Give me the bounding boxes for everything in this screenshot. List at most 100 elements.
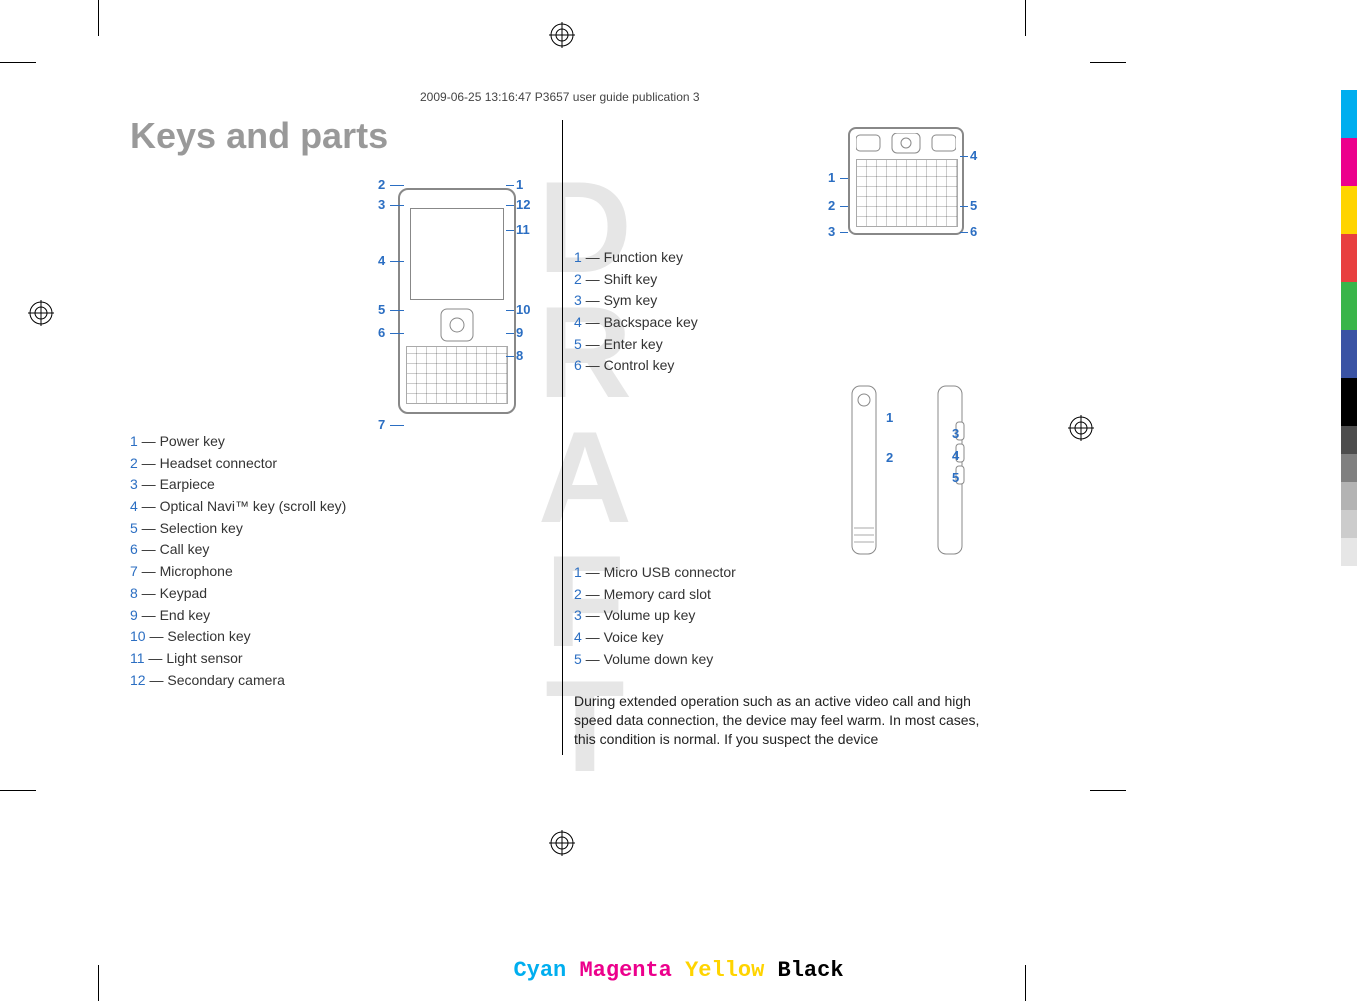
crop-mark bbox=[98, 0, 99, 36]
dash-separator: — bbox=[138, 585, 160, 601]
dash-separator: — bbox=[138, 541, 160, 557]
key-list-item: 2 — Memory card slot bbox=[574, 584, 736, 606]
key-list-item: 3 — Sym key bbox=[574, 290, 698, 312]
dash-separator: — bbox=[582, 249, 604, 265]
color-bar-swatch bbox=[1341, 330, 1357, 378]
key-label: Sym key bbox=[604, 292, 658, 308]
color-bar-swatch bbox=[1341, 186, 1357, 234]
callout-number: 2 bbox=[378, 177, 385, 192]
crop-mark bbox=[1090, 62, 1126, 63]
key-number: 3 bbox=[574, 292, 582, 308]
dash-separator: — bbox=[138, 520, 160, 536]
key-label: Microphone bbox=[160, 563, 233, 579]
callout-number: 2 bbox=[886, 450, 893, 465]
callout-line bbox=[840, 178, 848, 179]
callout-line bbox=[960, 232, 968, 233]
key-list-item: 3 — Volume up key bbox=[574, 605, 736, 627]
key-number: 2 bbox=[574, 586, 582, 602]
callout-line bbox=[390, 333, 404, 334]
cmyk-black-label: Black bbox=[778, 958, 844, 983]
key-label: Enter key bbox=[604, 336, 663, 352]
header-timestamp: 2009-06-25 13:16:47 P3657 user guide pub… bbox=[420, 90, 700, 104]
crop-mark bbox=[1025, 0, 1026, 36]
key-number: 7 bbox=[130, 563, 138, 579]
key-number: 6 bbox=[130, 541, 138, 557]
key-list-item: 1 — Function key bbox=[574, 247, 698, 269]
callout-number: 6 bbox=[970, 224, 977, 239]
dash-separator: — bbox=[582, 651, 604, 667]
callout-line bbox=[506, 205, 514, 206]
dash-separator: — bbox=[138, 433, 160, 449]
key-label: Memory card slot bbox=[604, 586, 711, 602]
callout-number: 4 bbox=[952, 448, 959, 463]
color-bar-swatch bbox=[1341, 454, 1357, 482]
key-number: 5 bbox=[574, 336, 582, 352]
key-label: Secondary camera bbox=[167, 672, 285, 688]
callout-line bbox=[390, 310, 404, 311]
key-number: 1 bbox=[574, 249, 582, 265]
dash-separator: — bbox=[138, 455, 160, 471]
key-number: 8 bbox=[130, 585, 138, 601]
callout-line bbox=[390, 425, 404, 426]
callout-line bbox=[506, 230, 514, 231]
callout-number: 8 bbox=[516, 348, 523, 363]
callout-line bbox=[840, 232, 848, 233]
key-number: 11 bbox=[130, 650, 145, 666]
callout-line bbox=[960, 206, 968, 207]
key-number: 9 bbox=[130, 607, 138, 623]
key-list-item: 12 — Secondary camera bbox=[130, 670, 346, 692]
phone-keypad-figure bbox=[848, 127, 964, 235]
key-list-item: 4 — Optical Navi™ key (scroll key) bbox=[130, 496, 346, 518]
key-list-item: 1 — Micro USB connector bbox=[574, 562, 736, 584]
crop-mark bbox=[0, 790, 36, 791]
dash-separator: — bbox=[138, 498, 160, 514]
key-number: 6 bbox=[574, 357, 582, 373]
key-label: Volume up key bbox=[604, 607, 696, 623]
color-bar-swatch bbox=[1341, 138, 1357, 186]
crop-mark bbox=[0, 62, 36, 63]
callout-number: 4 bbox=[970, 148, 977, 163]
key-number: 12 bbox=[130, 672, 146, 688]
key-list-item: 5 — Selection key bbox=[130, 518, 346, 540]
callout-number: 5 bbox=[952, 470, 959, 485]
key-number: 2 bbox=[130, 455, 138, 471]
color-bar-swatch bbox=[1341, 482, 1357, 510]
callout-number: 10 bbox=[516, 302, 530, 317]
dash-separator: — bbox=[138, 607, 160, 623]
dash-separator: — bbox=[582, 336, 604, 352]
registration-mark-icon bbox=[1068, 415, 1094, 441]
callout-number: 6 bbox=[378, 325, 385, 340]
color-bars bbox=[1341, 90, 1357, 566]
color-bar-swatch bbox=[1341, 90, 1357, 138]
phone-keypad bbox=[406, 346, 508, 404]
color-bar-swatch bbox=[1341, 538, 1357, 566]
callout-number: 3 bbox=[828, 224, 835, 239]
callout-line bbox=[506, 185, 514, 186]
callout-line bbox=[390, 185, 404, 186]
key-label: Function key bbox=[604, 249, 683, 265]
color-bar-swatch bbox=[1341, 234, 1357, 282]
key-list-item: 3 — Earpiece bbox=[130, 474, 346, 496]
dash-separator: — bbox=[582, 271, 604, 287]
dash-separator: — bbox=[146, 672, 168, 688]
key-list-item: 1 — Power key bbox=[130, 431, 346, 453]
phone-keypad bbox=[856, 159, 958, 227]
key-number: 2 bbox=[574, 271, 582, 287]
callout-number: 11 bbox=[516, 222, 530, 237]
key-label: Keypad bbox=[160, 585, 207, 601]
key-label: Optical Navi™ key (scroll key) bbox=[160, 498, 347, 514]
column-divider bbox=[562, 120, 563, 755]
key-number: 3 bbox=[574, 607, 582, 623]
key-list-item: 4 — Voice key bbox=[574, 627, 736, 649]
dash-separator: — bbox=[582, 314, 604, 330]
key-label: Call key bbox=[160, 541, 210, 557]
dash-separator: — bbox=[146, 628, 168, 644]
keypad-top-row-icon bbox=[856, 133, 956, 155]
callout-line bbox=[506, 356, 514, 357]
keypad-key-list: 1 — Function key2 — Shift key3 — Sym key… bbox=[574, 247, 698, 377]
key-list-item: 2 — Headset connector bbox=[130, 453, 346, 475]
callout-number: 5 bbox=[970, 198, 977, 213]
key-list-item: 10 — Selection key bbox=[130, 626, 346, 648]
dash-separator: — bbox=[582, 586, 604, 602]
key-number: 4 bbox=[130, 498, 138, 514]
